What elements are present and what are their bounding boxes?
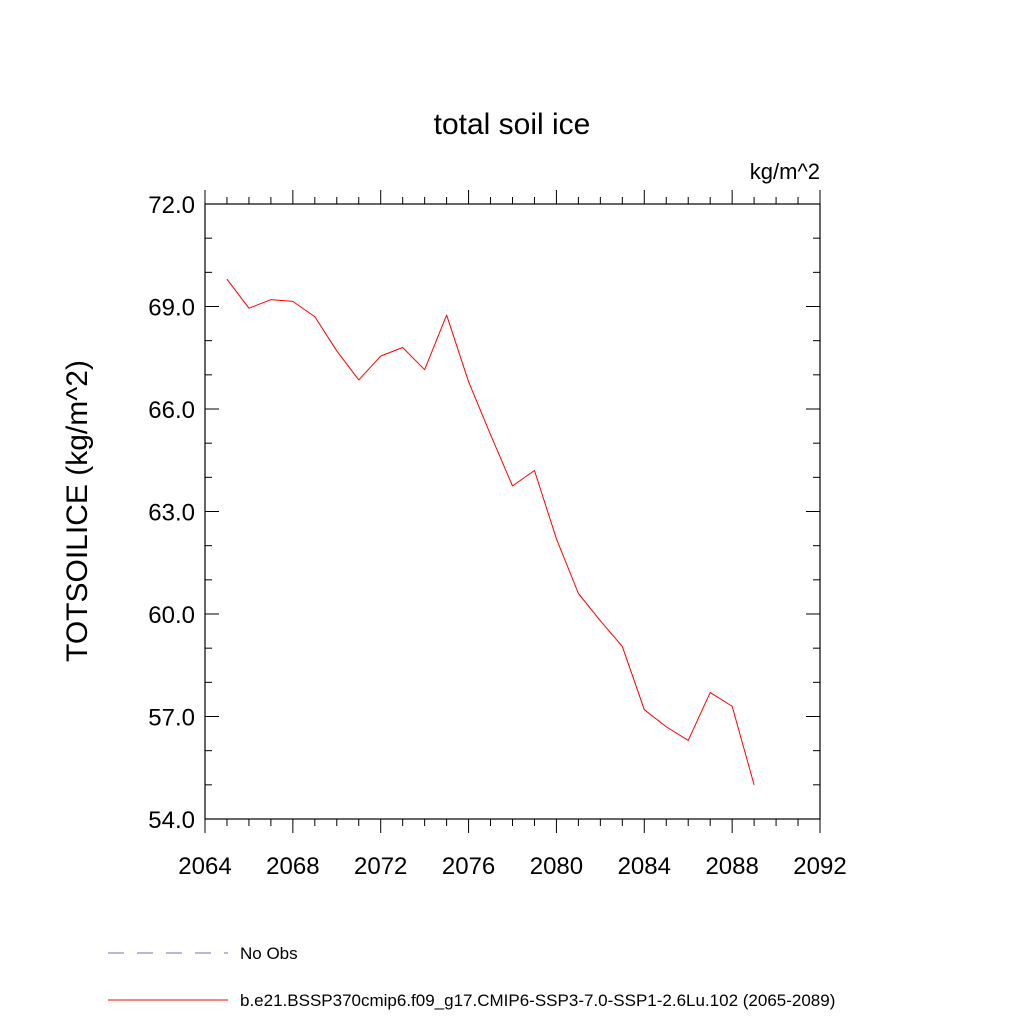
x-tick-label: 2072 xyxy=(354,853,407,880)
y-axis-ticks: 54.0 57.0 60.0 63.0 66.0 69.0 72.0 xyxy=(148,192,820,834)
series-group xyxy=(226,278,755,785)
x-tick-label: 2084 xyxy=(618,853,671,880)
y-tick-label: 57.0 xyxy=(148,705,195,732)
y-tick-label: 69.0 xyxy=(148,295,195,322)
x-tick-label: 2076 xyxy=(442,853,495,880)
x-tick-label: 2080 xyxy=(530,853,583,880)
x-axis-ticks: 2064 2068 2072 2076 2080 2084 2088 2092 xyxy=(178,190,847,880)
legend-label-model: b.e21.BSSP370cmip6.f09_g17.CMIP6-SSP3-7.… xyxy=(240,991,835,1010)
y-tick-label: 60.0 xyxy=(148,602,195,629)
y-axis-label: TOTSOILICE (kg/m^2) xyxy=(61,360,94,662)
y-tick-label: 66.0 xyxy=(148,397,195,424)
chart-title: total soil ice xyxy=(434,108,591,141)
units-label: kg/m^2 xyxy=(750,159,820,184)
x-tick-label: 2092 xyxy=(793,853,846,880)
series-line-model xyxy=(226,278,755,785)
x-tick-label: 2068 xyxy=(266,853,319,880)
x-tick-label: 2088 xyxy=(705,853,758,880)
x-tick-label: 2064 xyxy=(178,853,231,880)
plot-frame xyxy=(204,203,821,820)
y-tick-label: 72.0 xyxy=(148,192,195,219)
y-tick-label: 63.0 xyxy=(148,500,195,527)
legend-label-no-obs: No Obs xyxy=(240,944,298,963)
legend: No Obs b.e21.BSSP370cmip6.f09_g17.CMIP6-… xyxy=(108,944,835,1010)
y-tick-label: 54.0 xyxy=(148,807,195,834)
